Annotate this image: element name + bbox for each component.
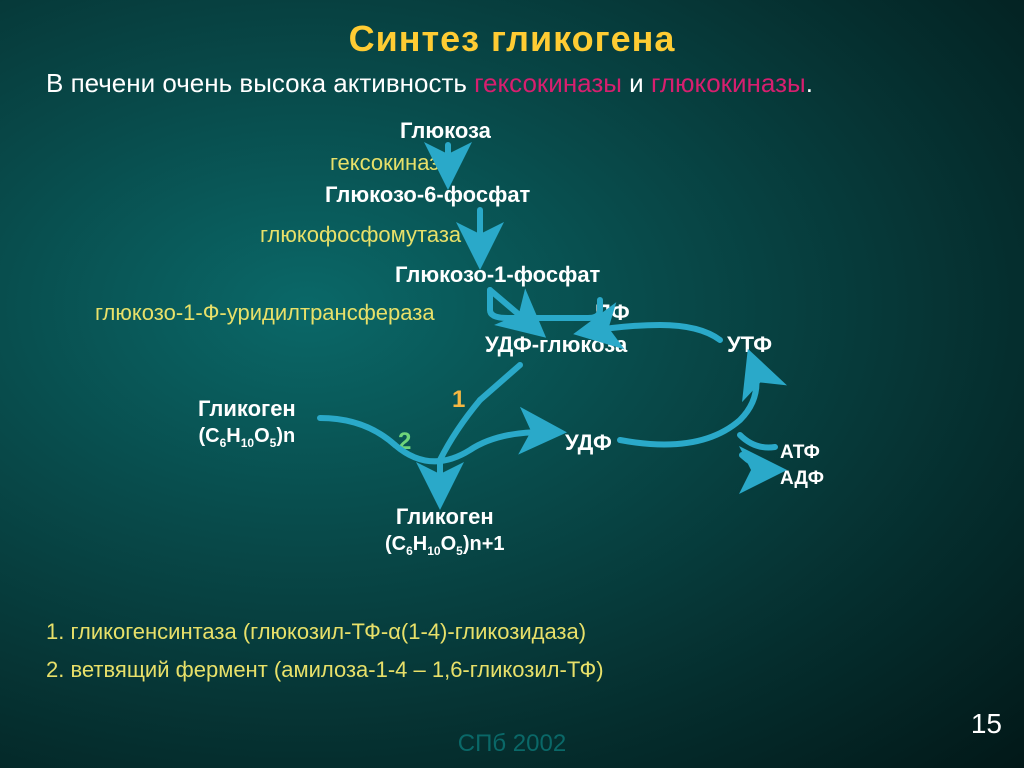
citation: СПб 2002 [458,730,566,758]
node-utf: УТФ [727,332,772,358]
node-g6p: Глюкозо-6-фосфат [325,182,530,208]
arrow-glycogen-in [320,418,395,445]
node-glycogen-n: Гликоген (C6H10O5)n [198,396,296,450]
arrow-udf-utf [620,360,756,445]
enzyme-transferase: глюкозо-1-Ф-уридилтрансфераза [95,300,435,326]
footnotes: 1. гликогенсинтаза (глюкозил-ТФ-α(1-4)-г… [46,613,604,688]
node-adf: АДФ [780,468,824,490]
subtitle-and: и [622,68,651,98]
glycogen-n-label: Гликоген [198,396,296,421]
arrow-to-glycogen-n1 [440,400,480,498]
arrow-udfg-down [480,365,520,400]
node-glycogen-n1: Гликоген (C6H10O5)n+1 [385,504,505,558]
footnote-2: 2. ветвящий фермент (амилоза-1-4 – 1,6-г… [46,651,604,688]
subtitle-dot: . [806,68,813,98]
glycogen-n1-label: Гликоген [396,504,494,529]
enzyme-hexokinase: гексокиназа [330,150,452,176]
step-number-2: 2 [398,428,411,456]
slide-title: Синтез гликогена [0,0,1024,60]
node-udf-glucose: УДФ-глюкоза [485,332,627,358]
node-g1p: Глюкозо-1-фосфат [395,262,600,288]
subtitle-prefix: В печени очень высока активность [46,68,474,98]
node-atf: АТФ [780,442,820,464]
glycogen-n1-formula: (C6H10O5)n+1 [385,533,505,555]
enzyme-mutase: глюкофосфомутаза [260,222,461,248]
glycogen-n-formula: (C6H10O5)n [198,425,295,447]
arrow-g1p-udfg [490,290,537,330]
arrow-adp-out [742,455,775,470]
subtitle-hexokinase: гексокиназы [474,68,622,98]
page-number: 15 [971,708,1002,740]
subtitle-glucokinase: глюкокиназы [651,68,806,98]
node-udf: УДФ [565,430,612,456]
node-glucose: Глюкоза [400,118,491,144]
arrow-atp-in [740,435,775,448]
step-number-1: 1 [452,386,465,414]
arrow-pf-branch [490,290,600,318]
subtitle: В печени очень высока активность гексоки… [0,60,1024,99]
arrow-udf-out [395,432,555,462]
footnote-1: 1. гликогенсинтаза (глюкозил-ТФ-α(1-4)-г… [46,613,604,650]
node-pf: ПФ [595,300,630,326]
